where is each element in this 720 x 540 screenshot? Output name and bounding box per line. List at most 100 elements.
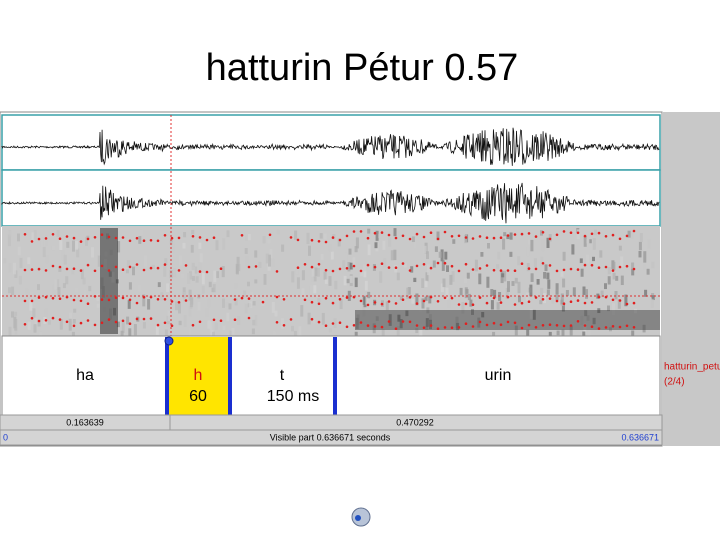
spectrogram-cell	[125, 269, 129, 274]
spectrogram-cell	[183, 232, 187, 238]
spectrogram-cell	[572, 287, 576, 297]
formant-dot	[373, 265, 377, 269]
spectrogram-cell	[126, 260, 130, 268]
spectrogram-cell	[190, 297, 194, 308]
formant-dot	[443, 326, 447, 329]
spectrogram-cell	[465, 289, 469, 294]
formant-dot	[541, 231, 545, 234]
spectrogram-cell	[247, 281, 250, 287]
spectrogram-cell	[207, 320, 211, 329]
spectrogram-cell	[29, 291, 33, 302]
spectrogram-cell	[349, 262, 353, 270]
formant-dot	[443, 296, 447, 300]
formant-dot	[534, 267, 538, 271]
spectrogram-cell	[188, 328, 192, 340]
formant-dot	[366, 263, 370, 267]
formant-dot	[156, 239, 160, 243]
formant-dot	[534, 326, 538, 329]
spectrogram-cell	[546, 237, 550, 248]
spectrogram-cell	[363, 264, 367, 272]
spectrogram-cell	[556, 330, 560, 336]
spectrogram-cell	[313, 285, 317, 294]
formant-dot	[464, 236, 468, 239]
spectrogram-cell	[194, 266, 198, 274]
formant-dot	[247, 316, 251, 320]
spectrogram-cell	[328, 328, 332, 333]
formant-dot	[345, 267, 349, 270]
spectrogram-cell	[477, 317, 481, 328]
spectrogram-cell	[410, 266, 414, 273]
spectrogram-cell	[517, 256, 521, 266]
spectrogram-cell	[503, 270, 507, 282]
formant-dot	[408, 237, 412, 241]
formant-dot	[366, 236, 370, 240]
spectrogram-cell	[411, 298, 415, 304]
spectrogram-cell	[592, 317, 596, 325]
visible-bar[interactable]	[0, 429, 663, 446]
formant-dot	[198, 320, 202, 324]
formant-dot	[86, 237, 90, 241]
formant-dot	[79, 240, 83, 243]
formant-dot	[450, 264, 454, 268]
spectrogram-cell	[487, 243, 490, 249]
spectrogram-cell	[244, 248, 248, 254]
spectrogram-cell	[434, 246, 438, 252]
spectrogram-cell	[191, 229, 195, 235]
spectrogram-cell	[66, 241, 70, 248]
spectrogram-cell	[229, 330, 233, 339]
boundary-handle[interactable]	[164, 336, 174, 346]
spectrogram-cell	[509, 232, 513, 240]
spectrogram-cell	[317, 298, 321, 305]
formant-dot	[485, 323, 489, 327]
formant-dot	[457, 269, 461, 273]
formant-dot	[93, 236, 97, 239]
spectrogram-cell	[363, 295, 367, 308]
interval-label: h	[194, 367, 203, 384]
spectrogram-cell	[209, 321, 213, 333]
spectrogram-cell	[631, 262, 635, 270]
spectrogram-cell	[142, 322, 146, 329]
spectrogram-cell	[301, 270, 305, 281]
formant-dot	[100, 298, 104, 301]
formant-dot	[114, 265, 118, 269]
formant-dot	[352, 230, 356, 233]
spectrogram-cell	[354, 331, 358, 339]
spectrogram-cell	[323, 233, 327, 240]
spectrogram-cell	[249, 301, 253, 309]
formant-dot	[352, 264, 356, 268]
spectrogram-cell	[367, 244, 371, 256]
formant-dot	[107, 318, 111, 321]
speaker-icon[interactable]	[351, 507, 371, 527]
spectrogram-cell	[207, 298, 211, 308]
formant-dot	[618, 265, 622, 269]
spectrogram-cell	[328, 244, 332, 252]
formant-dot	[184, 299, 188, 302]
start-time: 0	[3, 432, 8, 442]
spectrogram-cell	[560, 293, 564, 304]
spectrogram-cell	[526, 263, 530, 272]
spectrogram-cell	[348, 248, 352, 255]
spectrogram-cell	[425, 318, 429, 327]
spectrogram-cell	[529, 309, 533, 319]
spectrogram-cell	[471, 309, 474, 315]
formant-dot	[149, 239, 153, 242]
spectrogram-cell	[631, 268, 635, 276]
formant-dot	[597, 327, 601, 330]
spectrogram-cell	[403, 263, 407, 268]
waveform-trace	[1, 182, 660, 224]
spectrogram-cell	[600, 290, 604, 298]
formant-dot	[121, 236, 125, 239]
spectrogram-cell	[561, 302, 565, 312]
formant-dot	[324, 296, 328, 300]
spectrogram-cell	[269, 249, 273, 259]
formant-dot	[212, 236, 216, 239]
spectrogram-cell	[191, 275, 195, 281]
selected-interval[interactable]	[167, 337, 230, 415]
spectrogram-cell	[579, 258, 583, 264]
spectrogram-cell	[267, 239, 271, 244]
spectrogram-cell	[584, 310, 588, 317]
spectrogram-cell	[424, 296, 428, 301]
spectrogram-cell	[518, 295, 521, 303]
formant-dot	[65, 235, 69, 238]
formant-dot	[142, 295, 146, 299]
